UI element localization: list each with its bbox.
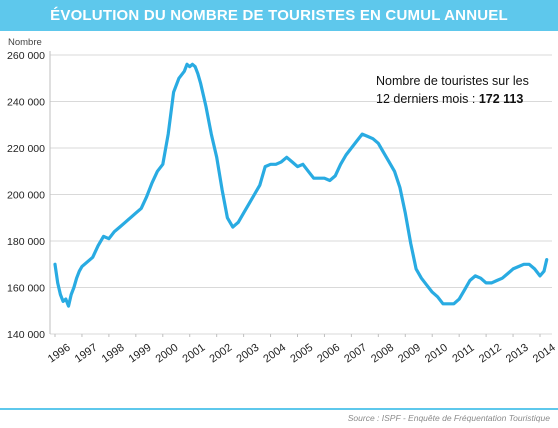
annotation-value: 172 113 [478,92,524,106]
x-tick-label: 2001 [181,342,208,366]
chart-title: ÉVOLUTION DU NOMBRE DE TOURISTES EN CUMU… [0,0,558,31]
gridlines [49,51,552,335]
y-tick-label: 180 000 [7,236,45,248]
x-tick-label: 1998 [100,342,127,366]
y-tick-label: 220 000 [7,143,45,155]
x-tick-label: 1996 [46,342,73,366]
x-tick-label: 2011 [450,342,476,365]
annotation-line1: Nombre de touristes sur les [376,74,529,88]
y-tick-label: 160 000 [7,283,45,295]
y-tick-label: 260 000 [7,50,45,62]
source-text: Source : ISPF - Enquête de Fréquentation… [347,413,550,423]
series-group [53,62,549,308]
x-tick-label: 2008 [369,342,396,366]
x-tick-label: 2014 [531,342,558,366]
x-tick-label: 2007 [342,342,369,366]
x-tick-label: 2012 [477,342,504,366]
x-axis: 1996 1997 1998 1999 2000 2001 2002 2003 2004 2005… [46,334,558,365]
y-tick-label: 140 000 [7,329,45,341]
x-tick-label: 2006 [315,342,342,366]
x-tick-label: 2010 [423,342,450,366]
x-tick-label: 2000 [154,342,181,366]
x-tick-label: 2013 [504,342,531,366]
y-tick-label: 200 000 [7,190,45,202]
annotation-line2: 12 derniers mois : 172 113 [376,90,529,108]
y-tick-label: 240 000 [7,97,45,109]
footer-divider [0,408,558,410]
annotation-prefix: 12 derniers mois : [376,92,479,106]
y-axis-label: Nombre [8,37,42,48]
annotation-box: Nombre de touristes sur les 12 derniers … [376,72,529,108]
x-tick-label: 2005 [288,342,315,366]
x-tick-label: 1997 [73,342,100,366]
x-tick-label: 2003 [234,342,261,366]
y-axis: 140 000 160 000 180 000 200 000 220 000 240 0… [7,37,45,341]
x-tick-label: 2004 [261,342,288,366]
series-line-touristes [53,62,549,308]
x-tick-label: 1999 [127,342,154,366]
x-tick-label: 2009 [396,342,423,366]
x-tick-label: 2002 [207,342,234,366]
